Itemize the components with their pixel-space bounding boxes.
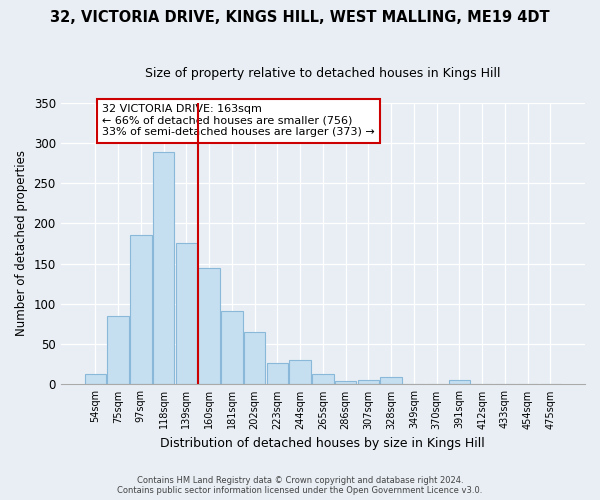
Bar <box>266 362 288 384</box>
Y-axis label: Number of detached properties: Number of detached properties <box>15 150 28 336</box>
Text: 32, VICTORIA DRIVE, KINGS HILL, WEST MALLING, ME19 4DT: 32, VICTORIA DRIVE, KINGS HILL, WEST MAL… <box>50 10 550 25</box>
Bar <box>244 332 265 384</box>
X-axis label: Distribution of detached houses by size in Kings Hill: Distribution of detached houses by size … <box>160 437 485 450</box>
Bar <box>107 316 129 384</box>
Bar <box>380 377 402 384</box>
Bar <box>358 380 379 384</box>
Bar <box>335 381 356 384</box>
Bar <box>312 374 334 384</box>
Bar <box>153 152 175 384</box>
Bar <box>198 268 220 384</box>
Bar <box>130 236 152 384</box>
Title: Size of property relative to detached houses in Kings Hill: Size of property relative to detached ho… <box>145 68 500 80</box>
Text: 32 VICTORIA DRIVE: 163sqm
← 66% of detached houses are smaller (756)
33% of semi: 32 VICTORIA DRIVE: 163sqm ← 66% of detac… <box>102 104 375 138</box>
Bar <box>85 374 106 384</box>
Bar <box>176 244 197 384</box>
Bar <box>221 311 242 384</box>
Bar <box>289 360 311 384</box>
Bar <box>449 380 470 384</box>
Text: Contains HM Land Registry data © Crown copyright and database right 2024.
Contai: Contains HM Land Registry data © Crown c… <box>118 476 482 495</box>
